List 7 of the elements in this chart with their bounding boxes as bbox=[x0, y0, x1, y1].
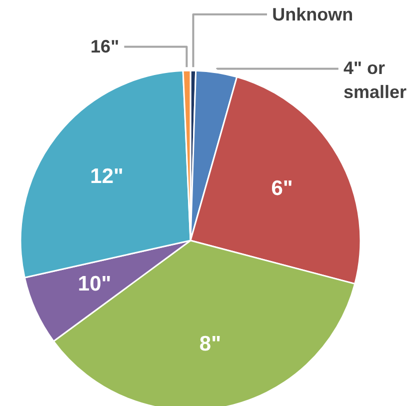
slice-label: 8" bbox=[199, 332, 222, 356]
slice-label: 6" bbox=[271, 176, 293, 200]
slice-label: 10" bbox=[78, 272, 112, 296]
slice-label: 16" bbox=[90, 36, 120, 57]
slice-label: Unknown bbox=[272, 4, 354, 24]
slice-label: 4" or smaller bbox=[344, 58, 407, 102]
slice-label: 12" bbox=[90, 164, 124, 188]
